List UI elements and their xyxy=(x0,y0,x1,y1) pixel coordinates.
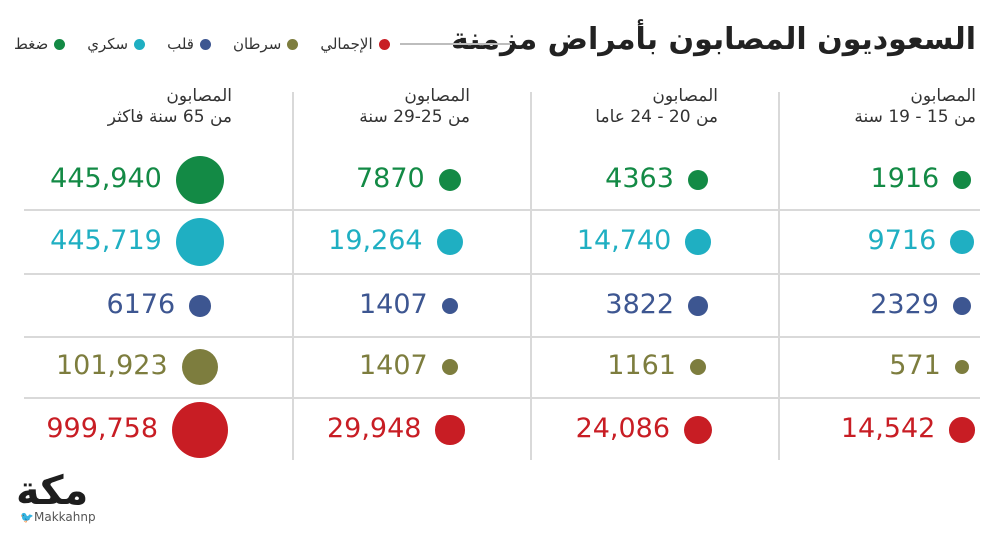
value-label-3-0: 571 xyxy=(889,350,941,381)
row-divider xyxy=(24,209,980,211)
value-label-2-2: 1407 xyxy=(358,289,428,320)
bubble-2-1 xyxy=(688,296,708,316)
column-header-line1: المصابون xyxy=(404,86,470,106)
bubble-2-3 xyxy=(189,295,211,317)
bubble-1-0 xyxy=(950,230,974,254)
value-label-0-1: 4363 xyxy=(605,163,674,194)
value-label-0-2: 7870 xyxy=(355,163,425,194)
column-header-65-plus: المصابون من 65 سنة فاكثر xyxy=(108,86,232,128)
legend-label: سكري xyxy=(87,35,129,53)
column-divider xyxy=(530,92,532,460)
bubble-4-3 xyxy=(172,402,228,458)
value-label-4-0: 14,542 xyxy=(840,413,936,444)
column-header-line2: من 20 - 24 عاما xyxy=(595,107,718,127)
value-label-1-3: 445,719 xyxy=(50,225,162,256)
value-label-4-2: 29,948 xyxy=(326,413,422,444)
twitter-bird-icon: 🐦 xyxy=(20,510,34,524)
column-header-15-19: المصابون من 15 - 19 سنة xyxy=(854,86,976,128)
value-label-1-2: 19,264 xyxy=(328,225,423,256)
bubble-4-2 xyxy=(435,415,465,445)
column-header-line1: المصابون xyxy=(652,86,718,106)
value-label-3-2: 1407 xyxy=(358,350,428,381)
legend-label: ضغط xyxy=(14,35,49,53)
bubble-0-3 xyxy=(175,155,225,205)
column-header-line2: من 65 سنة فاكثر xyxy=(107,107,232,127)
legend-item-heart: قلب xyxy=(167,35,211,53)
column-divider xyxy=(778,92,780,460)
legend-label: الإجمالي xyxy=(320,35,373,53)
row-divider xyxy=(24,397,980,399)
legend-label: سرطان xyxy=(232,35,282,53)
column-header-line2: من 25-29 سنة xyxy=(359,107,470,127)
twitter-handle[interactable]: 🐦 Makkahnp xyxy=(20,510,96,524)
value-label-1-0: 9716 xyxy=(867,225,937,256)
bubble-4-1 xyxy=(684,416,712,444)
legend-dot-icon xyxy=(134,38,146,50)
value-label-2-3: 6176 xyxy=(106,289,176,320)
bubble-2-2 xyxy=(441,297,459,315)
row-divider xyxy=(24,273,980,275)
value-label-4-1: 24,086 xyxy=(575,413,671,444)
handle-text: Makkahnp xyxy=(34,510,96,524)
bubble-4-0 xyxy=(949,417,975,443)
bubble-0-0 xyxy=(953,171,971,189)
legend-dot-icon xyxy=(287,38,299,50)
bubble-3-2 xyxy=(441,358,459,376)
legend-item-cancer: سرطان xyxy=(232,35,299,53)
legend-item-pressure: ضغط xyxy=(14,35,66,53)
bubble-1-1 xyxy=(685,229,711,255)
value-label-2-0: 2329 xyxy=(870,289,939,320)
bubble-1-2 xyxy=(436,228,464,256)
bubble-2-0 xyxy=(952,296,972,316)
legend-dot-icon xyxy=(199,38,211,50)
value-label-3-3: 101,923 xyxy=(55,350,168,381)
column-header-line1: المصابون xyxy=(910,86,976,106)
value-label-2-1: 3822 xyxy=(605,289,675,320)
chart-title: السعوديون المصابون بأمراض مزمنة xyxy=(450,22,976,57)
bubble-3-3 xyxy=(181,348,219,386)
column-header-line1: المصابون xyxy=(166,86,232,106)
bubble-0-2 xyxy=(438,168,462,192)
column-divider xyxy=(292,92,294,460)
value-label-1-1: 14,740 xyxy=(576,225,672,256)
bubble-3-0 xyxy=(954,359,970,375)
legend: ضغط سكري قلب سرطان الإجمالي xyxy=(14,35,390,53)
title-divider xyxy=(400,43,512,45)
bubble-0-1 xyxy=(687,169,709,191)
logo: مكة xyxy=(16,468,89,514)
legend-item-diabetes: سكري xyxy=(87,35,146,53)
value-label-0-0: 1916 xyxy=(870,163,940,194)
legend-label: قلب xyxy=(167,35,194,53)
column-header-20-24: المصابون من 20 - 24 عاما xyxy=(595,86,718,128)
legend-dot-icon xyxy=(378,38,390,50)
value-label-3-1: 1161 xyxy=(607,350,676,381)
column-header-25-29: المصابون من 25-29 سنة xyxy=(359,86,470,128)
bubble-3-1 xyxy=(689,358,707,376)
legend-dot-icon xyxy=(54,38,66,50)
value-label-0-3: 445,940 xyxy=(50,163,162,194)
value-label-4-3: 999,758 xyxy=(46,413,158,444)
legend-item-total: الإجمالي xyxy=(320,35,390,53)
column-header-line2: من 15 - 19 سنة xyxy=(854,107,976,127)
bubble-1-3 xyxy=(175,217,225,267)
row-divider xyxy=(24,336,980,338)
